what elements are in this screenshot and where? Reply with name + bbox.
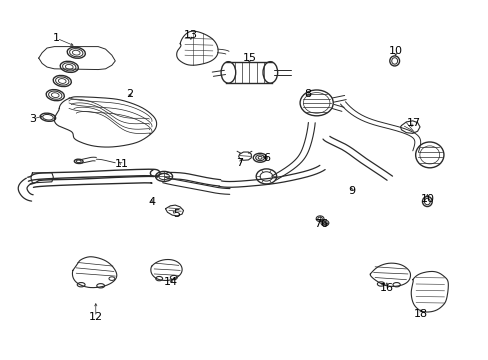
Text: 4: 4 [148,197,155,207]
Text: 15: 15 [242,53,256,63]
Text: 12: 12 [88,312,102,322]
Text: 13: 13 [183,30,198,40]
Text: 2: 2 [126,89,133,99]
Text: 7: 7 [236,158,243,168]
Text: 16: 16 [379,283,393,293]
Text: 17: 17 [407,118,420,128]
Text: 1: 1 [53,33,60,43]
Text: 3: 3 [29,114,36,124]
Text: 76: 76 [314,219,328,229]
Text: 9: 9 [347,186,355,197]
Text: 18: 18 [413,310,427,319]
Text: 14: 14 [164,277,178,287]
Text: 11: 11 [114,159,128,169]
Text: 5: 5 [172,209,180,219]
Text: 6: 6 [263,153,269,163]
Text: 10: 10 [420,194,433,204]
Text: 8: 8 [304,89,311,99]
Text: 10: 10 [388,46,402,56]
